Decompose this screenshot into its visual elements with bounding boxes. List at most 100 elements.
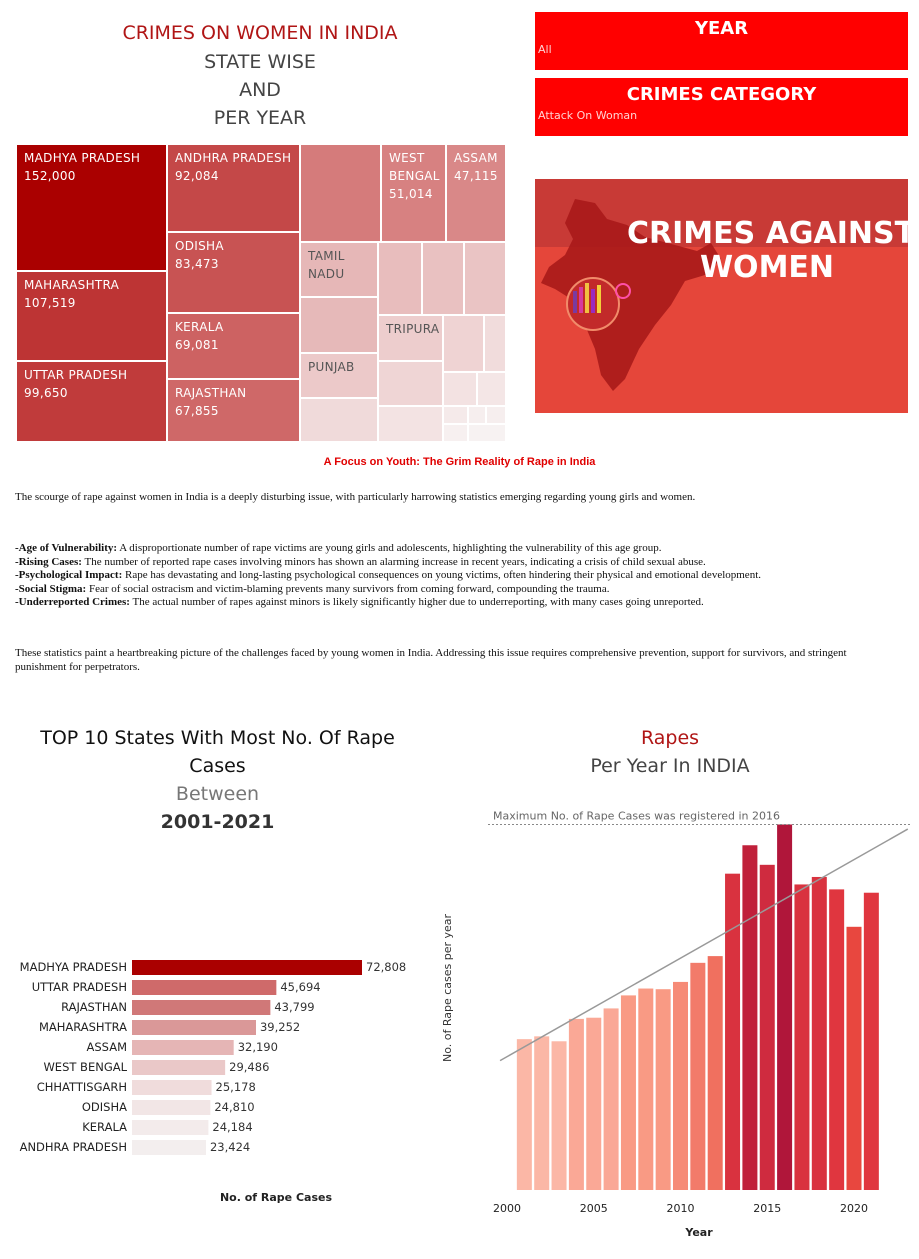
cell-value: 47,115 [454, 169, 498, 183]
category-filter-title: CRIMES CATEGORY [626, 84, 817, 105]
treemap-cell-maharashtra[interactable]: MAHARASHTRA 107,519 [16, 271, 167, 361]
title-line-4: PER YEAR [213, 107, 307, 129]
article-bullets: -Age of Vulnerability: A disproportionat… [15, 542, 895, 610]
year-filter-title: YEAR [694, 18, 749, 39]
year-filter[interactable]: YEAR All [535, 12, 908, 70]
bar-value-label: 23,424 [210, 1140, 250, 1154]
year-bar [534, 1036, 550, 1190]
year-bar [794, 884, 810, 1190]
rapes-per-year-chart: Maximum No. of Rape Cases was registered… [441, 809, 910, 1239]
year-bar [725, 873, 741, 1190]
treemap-cell-kerala[interactable]: KERALA 69,081 [167, 313, 300, 379]
article-heading: A Focus on Youth: The Grim Reality of Ra… [323, 456, 596, 468]
bar-value-label: 25,178 [216, 1080, 256, 1094]
treemap-cell-small[interactable] [468, 406, 486, 424]
y-axis-title: No. of Rape cases per year [441, 913, 454, 1062]
treemap-cell-small[interactable] [300, 297, 378, 353]
year-bar [673, 981, 688, 1190]
article-intro: The scourge of rape against women in Ind… [15, 491, 696, 503]
treemap-cell-uttar-pradesh[interactable]: UTTAR PRADESH 99,650 [16, 361, 167, 442]
year-bar [620, 995, 636, 1190]
treemap-cell-andhra-pradesh[interactable]: ANDHRA PRADESH 92,084 [167, 144, 300, 232]
bar [132, 1000, 271, 1015]
treemap-cell-small[interactable] [378, 242, 422, 315]
year-bar [742, 845, 758, 1190]
treemap-cell-small[interactable] [486, 406, 506, 424]
bar-value-label: 45,694 [280, 980, 320, 994]
crimes-category-filter[interactable]: CRIMES CATEGORY Attack On Woman [535, 78, 908, 136]
treemap-cell-small[interactable] [464, 242, 506, 315]
treemap-cell-rajasthan[interactable]: RAJASTHAN 67,855 [167, 379, 300, 442]
max-annotation: Maximum No. of Rape Cases was registered… [493, 809, 780, 822]
bar-value-label: 29,486 [229, 1060, 269, 1074]
cell-value: 51,014 [389, 187, 433, 201]
bar-value-label: 24,810 [214, 1100, 254, 1114]
cell-label: RAJASTHAN [175, 386, 247, 400]
treemap-cell-small[interactable] [422, 242, 464, 315]
bar-value-label: 24,184 [212, 1120, 252, 1134]
year-bar [690, 962, 706, 1190]
treemap-cell-tamil-nadu[interactable]: TAMIL NADU [300, 242, 378, 297]
treemap-cell-assam[interactable]: ASSAM 47,115 [446, 144, 506, 242]
cell-label: ANDHRA PRADESH [175, 151, 292, 165]
treemap-cell-odisha[interactable]: ODISHA 83,473 [167, 232, 300, 313]
treemap-cell-small[interactable] [484, 315, 506, 372]
cell-label: TAMIL NADU [308, 249, 345, 281]
bar [132, 980, 277, 995]
treemap-cell-small[interactable] [443, 315, 484, 372]
treemap-cell-unlabeled[interactable] [300, 144, 381, 242]
bar-category-label: ASSAM [87, 1040, 127, 1054]
top10-title-line-4: 2001-2021 [160, 811, 275, 833]
rapes-title-line-1: Rapes [640, 727, 700, 749]
bar-category-label: KERALA [82, 1120, 127, 1134]
treemap-cell-small[interactable] [378, 406, 443, 442]
treemap-cell-tripura[interactable]: TRIPURA [378, 315, 443, 361]
banner-line-1: CRIMES AGAINST [627, 216, 908, 251]
cell-label: UTTAR PRADESH [24, 368, 128, 382]
treemap-cell-small[interactable] [468, 424, 506, 442]
title-line-1: CRIMES ON WOMEN IN INDIA [122, 22, 398, 44]
treemap-cell-small[interactable] [378, 361, 443, 406]
cell-label: MAHARASHTRA [24, 278, 120, 292]
treemap-cell-small[interactable] [477, 372, 506, 406]
treemap-cell-small[interactable] [443, 424, 468, 442]
treemap-cell-small[interactable] [443, 406, 468, 424]
bar-category-label: ANDHRA PRADESH [20, 1140, 127, 1154]
treemap-cell-small[interactable] [443, 372, 477, 406]
year-bar [603, 1008, 619, 1190]
year-filter-value[interactable]: All [538, 43, 552, 56]
bar-category-label: MADHYA PRADESH [20, 960, 127, 974]
crimes-against-women-banner: CRIMES AGAINST WOMEN [535, 179, 908, 413]
year-bar [568, 1018, 584, 1190]
treemap-cell-small[interactable] [300, 398, 378, 442]
year-bar [777, 824, 793, 1190]
x-tick-label: 2015 [753, 1202, 781, 1215]
treemap-cell-west-bengal[interactable]: WEST BENGAL 51,014 [381, 144, 446, 242]
bar [132, 1040, 234, 1055]
bar [132, 1020, 256, 1035]
cell-value: 99,650 [24, 386, 68, 400]
year-bar [586, 1017, 602, 1190]
cell-label: ODISHA [175, 239, 224, 253]
bullet-item: -Social Stigma: Fear of social ostracism… [15, 582, 610, 595]
cell-value: 69,081 [175, 338, 219, 352]
year-bar [707, 956, 723, 1190]
bar [132, 960, 362, 975]
year-bar [655, 989, 671, 1190]
category-filter-value[interactable]: Attack On Woman [538, 109, 638, 122]
cell-label: PUNJAB [308, 360, 355, 374]
treemap-cell-madhya-pradesh[interactable]: MADHYA PRADESH 152,000 [16, 144, 167, 271]
bar-category-label: RAJASTHAN [61, 1000, 127, 1014]
bar-value-label: 39,252 [260, 1020, 300, 1034]
x-tick-label: 2010 [667, 1202, 695, 1215]
top10-title-line-3: Between [175, 783, 260, 805]
x-axis-title: No. of Rape Cases [220, 1191, 333, 1204]
treemap-cell-punjab[interactable]: PUNJAB [300, 353, 378, 398]
bar [132, 1060, 226, 1075]
bar-category-label: MAHARASHTRA [39, 1020, 127, 1034]
article-conclusion: These statistics paint a heartbreaking p… [15, 647, 847, 673]
title-line-3: AND [239, 79, 281, 101]
dashboard-title: CRIMES ON WOMEN IN INDIA STATE WISE AND … [100, 18, 420, 132]
bar [132, 1120, 209, 1135]
year-bar [638, 988, 654, 1190]
